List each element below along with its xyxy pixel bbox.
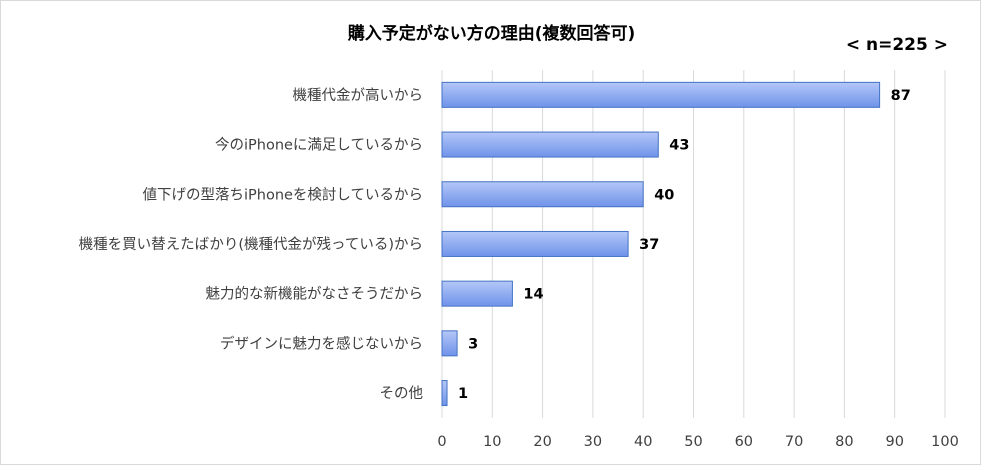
x-tick-label-0: 0 [437,434,446,450]
category-label-2: 値下げの型落ちiPhoneを検討しているから [142,186,423,203]
x-tick-label-50: 50 [684,434,702,450]
x-tick-label-90: 90 [885,434,903,450]
category-label-3: 機種を買い替えたばかり(機種代金が残っている)から [79,236,423,253]
bar-2 [441,181,644,208]
value-label-3: 37 [639,237,659,253]
bars [441,81,881,407]
category-label-1: 今のiPhoneに満足しているから [215,137,423,154]
value-labels: 87 43 40 37 14 3 1 [458,88,911,402]
bar-6 [441,380,448,407]
value-label-6: 1 [458,386,468,402]
chart-title: 購入予定がない方の理由(複数回答可) [347,24,636,44]
category-label-4: 魅力的な新機能がなさそうだから [206,286,424,303]
x-tick-label-20: 20 [533,434,551,450]
category-label-5: デザインに魅力を感じないから [220,334,423,352]
x-tick-label-40: 40 [634,434,652,450]
bar-3 [441,230,629,257]
value-label-2: 40 [654,187,674,203]
x-tick-label-80: 80 [835,434,853,450]
x-tick-label-70: 70 [785,434,803,450]
x-tick-label-30: 30 [584,434,602,450]
bar-0 [441,81,881,108]
x-tick-label-10: 10 [483,434,501,450]
bar-1 [441,131,659,158]
x-tick-label-60: 60 [735,434,753,450]
sample-size-annotation: < n=225 > [845,35,948,55]
value-label-0: 87 [891,88,911,104]
category-label-6: その他 [380,385,424,402]
category-label-0: 機種代金が高いから [293,87,424,104]
bar-5 [441,330,458,357]
category-labels: 機種代金が高いから今のiPhoneに満足しているから値下げの型落ちiPhoneを… [79,87,423,402]
value-label-4: 14 [523,287,543,303]
value-label-1: 43 [669,138,689,154]
x-tick-label-100: 100 [931,434,959,450]
value-label-5: 3 [468,336,478,352]
bar-4 [441,280,513,307]
x-axis-tick-labels: 0 10 20 30 40 50 60 70 80 90 100 [437,434,958,450]
